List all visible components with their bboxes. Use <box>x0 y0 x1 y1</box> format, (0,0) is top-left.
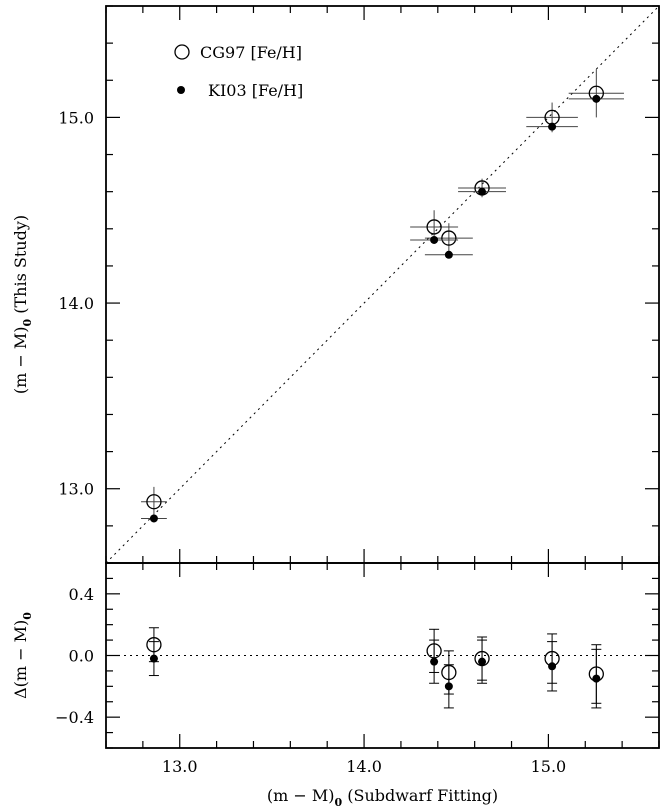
x-axis-title: (m − M)0 (Subdwarf Fitting) <box>267 786 498 809</box>
ki03-residual-point <box>592 674 601 683</box>
bottom-panel-x-tick-labels: 13.0 14.0 15.0 <box>162 757 566 776</box>
ki03-residual-point <box>444 682 453 691</box>
legend-entry-ki03: KI03 [Fe/H] <box>208 81 303 100</box>
bottom-panel: −0.4 0.0 0.4 13.0 14.0 15.0 Δ(m − M)0 (m − M… <box>11 562 660 809</box>
top-panel-ticks <box>105 5 660 564</box>
legend-open-circle-marker <box>174 44 190 60</box>
cg97-point <box>426 219 442 235</box>
ki03-residual-point <box>149 654 158 663</box>
ki03-point <box>548 122 557 131</box>
top-panel: 13.0 14.0 15.0 (m − M)0 (This Study) CG97 … <box>11 5 660 564</box>
legend-filled-circle-marker <box>177 86 185 94</box>
ki03-point <box>592 94 601 103</box>
x-tick-label: 15.0 <box>531 757 567 776</box>
ki03-point <box>444 250 453 259</box>
bottom-panel-y-axis-title: Δ(m − M)0 <box>11 612 34 699</box>
y-tick-label: 0.0 <box>69 647 94 666</box>
ki03-residual-point <box>478 657 487 666</box>
y-tick-label: −0.4 <box>55 708 94 727</box>
top-panel-y-tick-labels: 13.0 14.0 15.0 <box>58 108 94 498</box>
identity-line <box>105 5 660 564</box>
y-tick-label: 13.0 <box>58 480 94 499</box>
x-tick-label: 13.0 <box>162 757 198 776</box>
y-tick-label: 14.0 <box>58 294 94 313</box>
bottom-panel-y-tick-labels: −0.4 0.0 0.4 <box>55 585 94 727</box>
top-panel-y-axis-title: (m − M)0 (This Study) <box>11 215 34 394</box>
y-tick-label: 15.0 <box>58 108 94 127</box>
legend: CG97 [Fe/H] KI03 [Fe/H] <box>174 43 303 100</box>
cg97-point <box>441 230 457 246</box>
y-tick-label: 0.4 <box>69 585 94 604</box>
ki03-point <box>149 514 158 523</box>
bottom-panel-points <box>146 627 604 709</box>
ki03-point <box>430 235 439 244</box>
ki03-residual-point <box>430 657 439 666</box>
ki03-residual-point <box>548 662 557 671</box>
top-panel-points <box>141 69 624 523</box>
legend-entry-cg97: CG97 [Fe/H] <box>200 43 302 62</box>
cg97-point <box>146 494 162 510</box>
ki03-point <box>478 187 487 196</box>
x-tick-label: 14.0 <box>346 757 382 776</box>
